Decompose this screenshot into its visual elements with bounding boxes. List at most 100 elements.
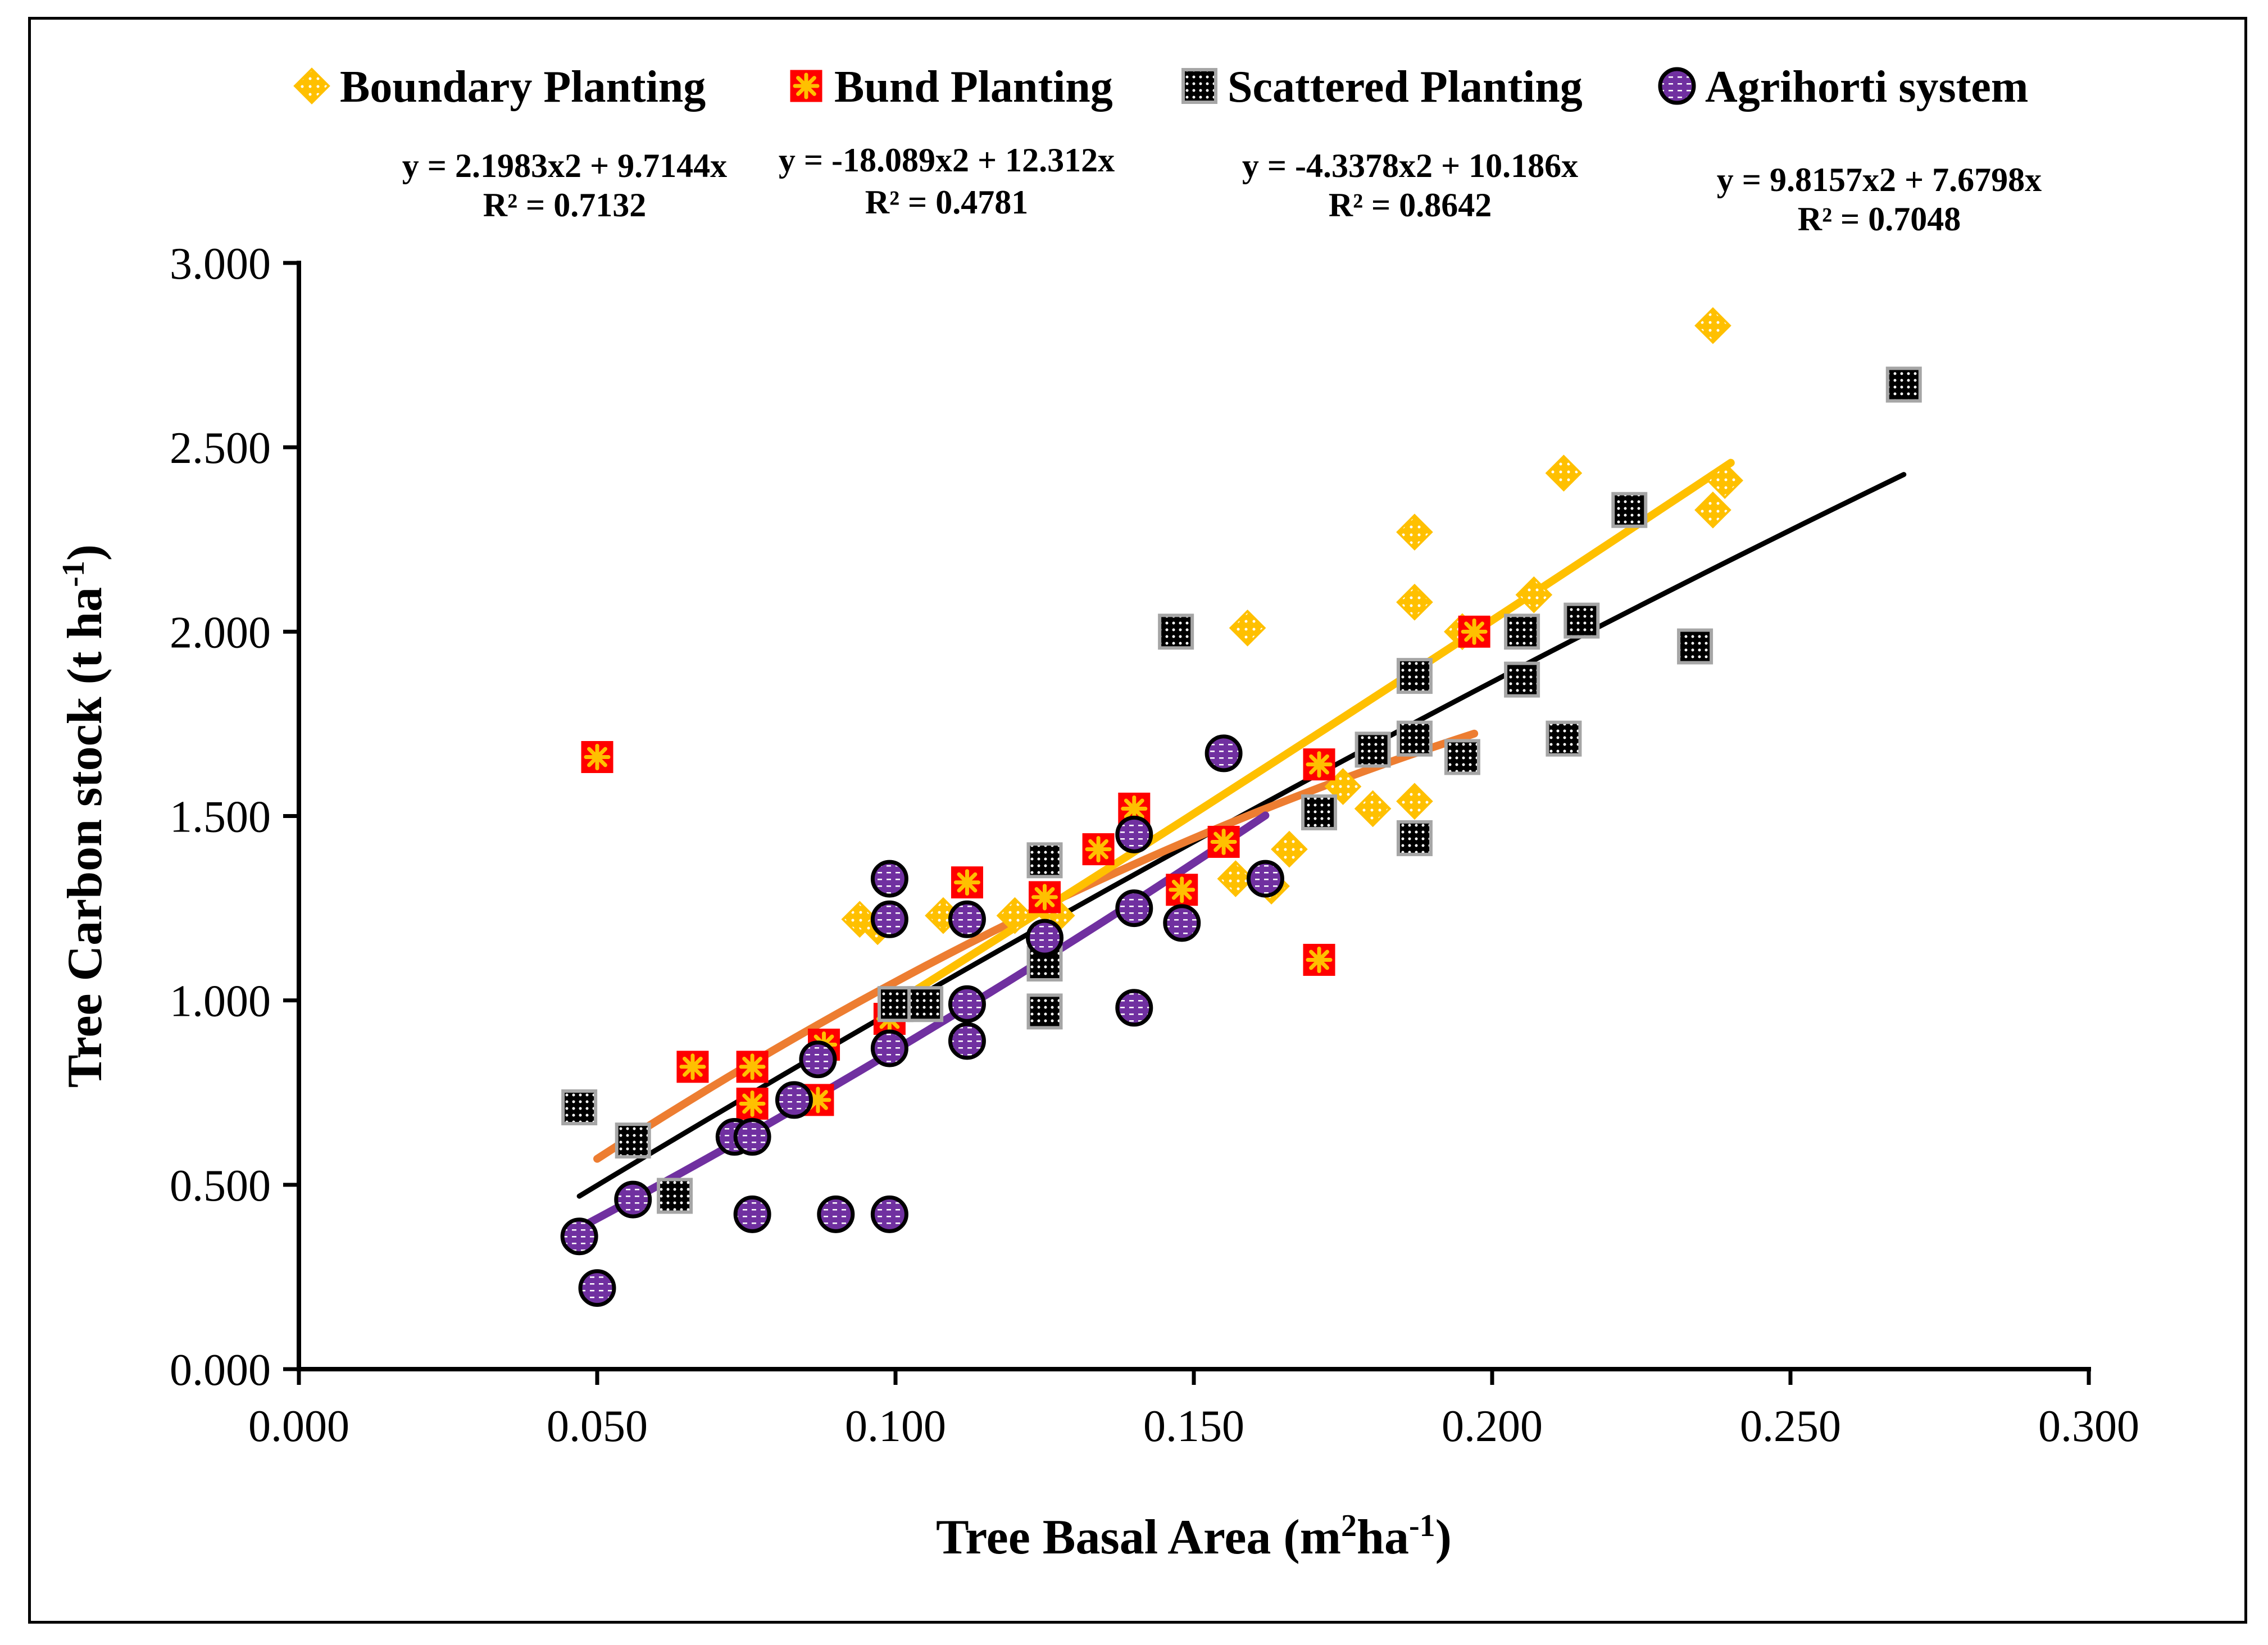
data-point (1563, 602, 1600, 639)
data-point (1546, 720, 1582, 757)
data-point (1246, 860, 1284, 898)
x-tick-label: 0.150 (1143, 1402, 1244, 1451)
data-point (1458, 615, 1490, 648)
x-tick-label: 0.100 (845, 1402, 946, 1451)
legend-label: Bund Planting (834, 62, 1113, 112)
data-point (870, 900, 908, 938)
x-tick-label: 0.300 (2038, 1402, 2139, 1451)
data-point (878, 986, 913, 1023)
data-point (1545, 455, 1583, 492)
data-point (1355, 731, 1391, 768)
data-point (1396, 514, 1433, 551)
y-tick-label: 0.500 (170, 1161, 271, 1211)
x-axis-title: Tree Basal Area (m2ha-1) (936, 1508, 1452, 1565)
trendline-equation: y = 9.8157x2 + 7.6798x (1717, 161, 2042, 198)
data-point (817, 1195, 855, 1233)
data-point (1029, 881, 1061, 914)
legend: Boundary Planting Bund Planting Scattered … (293, 62, 2028, 112)
data-point (996, 897, 1034, 934)
axes: 0.000 0.500 1.000 1.500 2.000 2.500 3.000 0.000… (170, 239, 2139, 1451)
data-point (1026, 993, 1063, 1030)
trendline-equation: y = -4.3378x2 + 10.186x (1242, 147, 1578, 184)
data-point (733, 1118, 771, 1156)
chart-frame: Boundary Planting Bund Planting Scattered … (28, 17, 2247, 1624)
data-point (615, 1123, 651, 1159)
data-point (1207, 825, 1240, 858)
data-point (561, 1089, 598, 1126)
data-point (1694, 307, 1731, 344)
data-point (1205, 734, 1243, 772)
legend-label: Agrihorti system (1705, 62, 2028, 112)
legend-entry: Boundary Planting (293, 62, 706, 112)
data-point (1354, 790, 1392, 828)
data-point (1166, 874, 1198, 906)
data-point (1677, 628, 1714, 665)
data-point (1115, 815, 1153, 853)
data-point (775, 1081, 813, 1119)
data-point (951, 866, 983, 899)
legend-marker (1181, 68, 1217, 104)
data-point (614, 1180, 652, 1219)
data-point (1026, 919, 1063, 957)
data-point (1611, 492, 1648, 528)
data-point (1396, 583, 1433, 621)
legend-label: Boundary Planting (340, 62, 706, 112)
data-point (1115, 989, 1153, 1027)
data-point (1163, 904, 1201, 942)
data-point (1217, 860, 1255, 897)
trendlines (575, 458, 1907, 1232)
trendline-r2: R² = 0.8642 (1329, 187, 1492, 224)
data-point (1026, 842, 1063, 879)
data-point (733, 1195, 771, 1233)
data-point (1504, 614, 1540, 650)
data-point (1082, 833, 1115, 866)
data-point (578, 1269, 616, 1307)
data-point (1396, 720, 1433, 757)
data-point (1396, 783, 1433, 820)
data-point (1303, 748, 1335, 781)
data-point (1706, 462, 1744, 499)
data-point (1301, 794, 1338, 830)
data-point (1303, 943, 1335, 976)
chart-svg: Boundary Planting Bund Planting Scattered … (56, 62, 2139, 1565)
trendline-r2: R² = 0.7132 (483, 187, 647, 224)
data-point (1444, 739, 1480, 775)
data-point (1229, 609, 1266, 647)
legend-label: Scattered Planting (1228, 62, 1583, 112)
y-tick-label: 1.500 (170, 793, 271, 842)
y-tick-label: 2.500 (170, 424, 271, 473)
legend-entry: Agrihorti system (1658, 62, 2028, 112)
data-point (799, 1040, 837, 1079)
data-point (870, 1195, 908, 1233)
data-point (657, 1178, 693, 1214)
x-tick-label: 0.250 (1740, 1402, 1841, 1451)
data-point (907, 986, 944, 1023)
trendline-equation: y = -18.089x2 + 12.312x (779, 142, 1115, 179)
x-tick-label: 0.200 (1442, 1402, 1543, 1451)
data-point (1515, 576, 1553, 614)
data-point (560, 1217, 598, 1256)
data-point (948, 1022, 986, 1060)
data-point (1396, 820, 1433, 856)
legend-marker (790, 70, 822, 102)
data-point (1271, 830, 1308, 868)
legend-entry: Scattered Planting (1181, 62, 1583, 112)
data-point (1396, 658, 1433, 694)
data-point (1115, 889, 1153, 928)
data-point (1504, 661, 1540, 698)
legend-marker (1658, 67, 1696, 105)
trendline (575, 811, 1270, 1232)
legend-marker (293, 67, 330, 104)
trendline-r2: R² = 0.7048 (1798, 201, 1961, 238)
data-point (948, 900, 986, 938)
y-tick-label: 2.000 (170, 608, 271, 657)
data-point (581, 740, 613, 773)
data-point (1885, 366, 1922, 403)
x-tick-label: 0.000 (248, 1402, 349, 1451)
data-points (560, 307, 1922, 1307)
y-axis-title: Tree Carbon stock (t ha-1) (56, 544, 112, 1088)
x-tick-label: 0.050 (547, 1402, 648, 1451)
y-tick-label: 3.000 (170, 239, 271, 289)
data-point (870, 1029, 908, 1067)
